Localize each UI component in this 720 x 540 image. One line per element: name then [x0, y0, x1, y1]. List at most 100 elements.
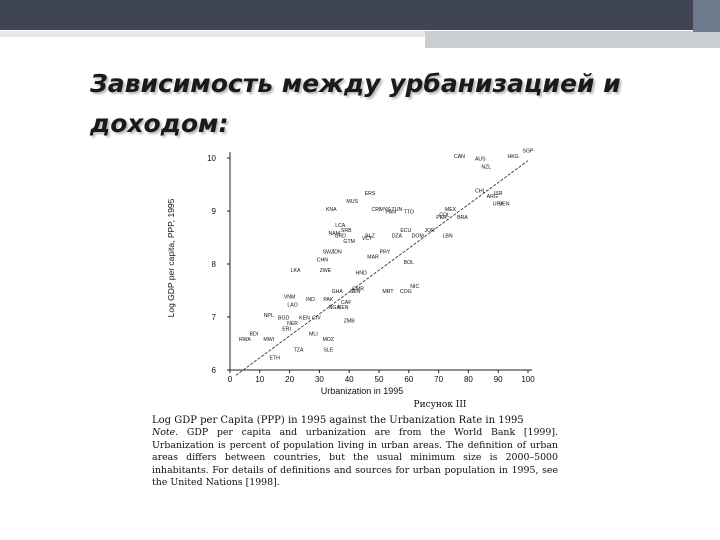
data-point-label: ISR [494, 191, 503, 197]
data-point-label: BRA [457, 215, 468, 221]
data-point-label: NAM [329, 231, 341, 237]
data-point-label: AUS [475, 157, 486, 163]
data-point-label: KEN [299, 316, 310, 322]
data-point-label: LCA [335, 223, 346, 229]
y-tick-label: 7 [212, 313, 217, 322]
data-point-label: VNM [284, 294, 296, 300]
data-point-label: MRT [382, 289, 394, 295]
data-point-label: SGP [523, 149, 534, 155]
data-point-label: BEN [338, 305, 349, 311]
header-stripe-left [0, 31, 425, 37]
data-point-label: USA [451, 148, 462, 149]
x-tick-label: 30 [315, 375, 324, 384]
data-point-label: CAF [341, 300, 351, 306]
data-point-label: TZA [294, 347, 304, 353]
slide-title-line-2: доходом: [90, 109, 229, 138]
data-point-label: ETH [270, 355, 281, 361]
x-tick-label: 70 [434, 375, 443, 384]
data-point-label: TTO [404, 210, 414, 216]
data-point-label: MLI [309, 332, 318, 338]
y-tick-label: 10 [207, 154, 216, 163]
data-point-label: VEN [499, 202, 510, 208]
data-point-label: ERI [282, 326, 291, 332]
figure-caption-note-label: Note. [152, 427, 179, 438]
data-point-label: SWZ [323, 249, 335, 255]
x-tick-label: 40 [345, 375, 354, 384]
x-tick-label: 10 [255, 375, 264, 384]
slide-title-line-1: Зависимость между урбанизацией и [90, 69, 621, 98]
data-point-label: LKA [291, 268, 301, 274]
scatter-chart: 0 10 20 30 40 50 60 70 80 90 100 6 7 8 9 10 USA SGP CAN HK… [166, 148, 535, 396]
data-point-label: BOL [404, 260, 414, 266]
data-point-label: COL [439, 212, 450, 218]
data-point-label: DOM [412, 234, 424, 240]
data-point-label: CHN [317, 257, 328, 263]
data-point-label: GTM [343, 239, 355, 245]
data-point-label: ZMB [344, 318, 355, 324]
chart-axes: 0 10 20 30 40 50 60 70 80 90 100 6 7 8 9 10 [207, 152, 535, 384]
data-point-label: NPL [264, 313, 274, 319]
data-point-label: MYS [379, 207, 391, 213]
data-point-label: VCT [362, 236, 373, 242]
data-point-label: SLE [323, 347, 333, 353]
data-point-label: JOR [424, 228, 435, 234]
figure: 0 10 20 30 40 50 60 70 80 90 100 6 7 8 9 10 USA SGP CAN HK… [150, 148, 570, 490]
data-point-label: LAO [287, 302, 297, 308]
x-tick-label: 20 [285, 375, 294, 384]
x-tick-label: 0 [228, 375, 233, 384]
data-point-label: PER [436, 215, 447, 221]
data-point-label: BLZ [365, 234, 375, 240]
data-point-label: NIC [410, 284, 419, 290]
data-point-label: MEX [445, 207, 457, 213]
y-tick-label: 9 [212, 207, 217, 216]
y-axis-label: Log GDP per capita, PPP, 1995 [166, 198, 176, 317]
x-tick-label: 80 [464, 375, 473, 384]
data-point-label: CIV [312, 316, 321, 322]
data-point-label: ARG [487, 194, 498, 200]
data-point-label: MAR [367, 255, 379, 261]
figure-label: Рисунок III [413, 400, 467, 410]
header-accent-block [693, 0, 720, 32]
data-point-label: PRY [380, 249, 391, 255]
data-point-label: NGA [329, 305, 341, 311]
data-point-label: GRD [334, 234, 346, 240]
figure-caption-head: Log GDP per Capita (PPP) in 1995 against… [152, 415, 524, 426]
data-point-label: HND [355, 271, 366, 277]
y-tick-label: 6 [212, 366, 217, 375]
data-point-label: KNA [326, 207, 337, 213]
data-point-label: MOZ [323, 337, 335, 343]
data-point-label: COG [400, 289, 412, 295]
header-stripe-right [425, 31, 720, 48]
data-point-label: DZA [392, 234, 403, 240]
data-point-label: PAN [386, 210, 397, 216]
data-point-label: CRI [372, 207, 381, 213]
x-tick-label: 100 [521, 375, 535, 384]
figure-caption-body: Note. GDP per capita and urbanization ar… [152, 427, 558, 490]
figure-caption-note: GDP per capita and urbanization are from… [152, 427, 559, 489]
data-point-label: URY [493, 202, 504, 208]
header-bar [0, 0, 720, 30]
data-point-label: IDN [333, 249, 342, 255]
x-axis-label: Urbanization in 1995 [321, 386, 404, 396]
data-point-label: ERS [365, 191, 376, 197]
data-point-label: IND [306, 297, 315, 303]
data-point-label: RWA [239, 337, 251, 343]
x-tick-label: 60 [404, 375, 413, 384]
x-tick-label: 50 [375, 375, 384, 384]
data-point-label: ZWE [320, 268, 332, 274]
data-point-label: CMR [352, 287, 364, 293]
data-point-label: BGD [278, 316, 289, 322]
data-point-label: SEN [350, 289, 361, 295]
data-point-label: NER [287, 321, 298, 327]
slide-title: Зависимость между урбанизацией и доходом… [90, 64, 650, 144]
trend-line [235, 160, 529, 376]
data-point-label: CHL [475, 188, 485, 194]
data-point-label: ECU [400, 228, 411, 234]
data-point-label: BDI [250, 332, 259, 338]
data-point-label: HKG [507, 154, 518, 160]
data-point-label: GHA [332, 289, 344, 295]
data-point-label: LBN [442, 234, 452, 240]
data-point-label: MUS [346, 199, 358, 205]
data-point-label: TUN [392, 207, 403, 213]
